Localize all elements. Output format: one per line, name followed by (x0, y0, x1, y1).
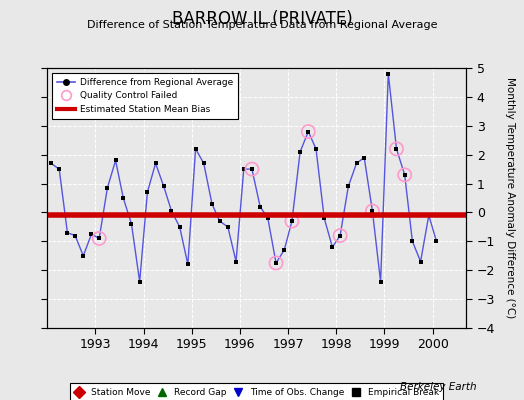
Point (432, 238, 441, 244)
Point (184, 261, 192, 268)
Point (136, 278, 144, 285)
Point (232, 258, 240, 265)
Point (47, 160, 55, 166)
Point (55, 166, 63, 172)
Point (368, 208, 377, 214)
Point (288, 218, 296, 224)
Point (88, 231, 96, 237)
Point (167, 208, 176, 214)
Point (312, 146, 320, 152)
Text: BARROW IL (PRIVATE): BARROW IL (PRIVATE) (172, 10, 352, 28)
Point (304, 128, 312, 135)
Point (368, 208, 377, 214)
Point (191, 146, 200, 152)
Point (288, 218, 296, 224)
Point (208, 200, 216, 207)
Point (360, 154, 368, 161)
Point (392, 146, 401, 152)
Point (71, 232, 79, 239)
Point (272, 260, 280, 266)
Point (400, 172, 409, 178)
Point (151, 160, 160, 166)
Point (392, 146, 401, 152)
Point (176, 224, 184, 230)
Point (103, 185, 112, 191)
Point (272, 260, 280, 266)
Text: Difference of Station Temperature Data from Regional Average: Difference of Station Temperature Data f… (87, 20, 437, 30)
Point (336, 232, 344, 239)
Point (400, 172, 409, 178)
Point (376, 278, 385, 285)
Point (320, 215, 329, 222)
Point (215, 218, 224, 224)
Point (344, 183, 353, 190)
Point (296, 148, 304, 155)
Point (417, 258, 425, 265)
Text: Berkeley Earth: Berkeley Earth (400, 382, 477, 392)
Point (160, 183, 168, 190)
Point (143, 189, 151, 196)
Point (328, 244, 336, 250)
Legend: Station Move, Record Gap, Time of Obs. Change, Empirical Break: Station Move, Record Gap, Time of Obs. C… (70, 384, 443, 400)
Point (384, 70, 392, 77)
Point (264, 215, 272, 222)
Point (95, 235, 103, 242)
Point (239, 166, 248, 172)
Point (256, 204, 264, 210)
Point (200, 160, 208, 166)
Point (95, 235, 103, 242)
Point (248, 166, 256, 172)
Point (119, 195, 127, 201)
Point (63, 230, 72, 236)
Point (280, 247, 288, 253)
Point (424, 212, 433, 218)
Point (248, 166, 256, 172)
Point (304, 128, 312, 135)
Point (352, 160, 361, 166)
Point (336, 232, 344, 239)
Y-axis label: Monthly Temperature Anomaly Difference (°C): Monthly Temperature Anomaly Difference (… (505, 77, 515, 319)
Point (408, 238, 417, 244)
Point (127, 221, 136, 227)
Point (79, 252, 88, 259)
Point (112, 157, 120, 164)
Point (224, 224, 232, 230)
